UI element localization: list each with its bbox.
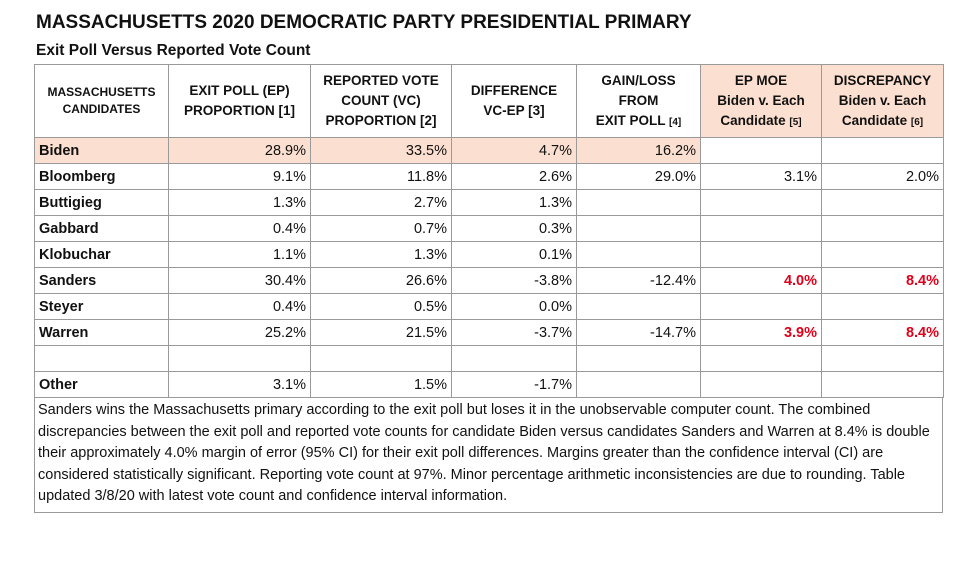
candidate-name: Sanders: [34, 267, 169, 294]
moe-cell: 3.9%: [700, 319, 822, 346]
ep-cell: 9.1%: [168, 163, 311, 190]
header-vote-count: REPORTED VOTE COUNT (VC) PROPORTION [2]: [310, 64, 452, 138]
gain-cell: [576, 293, 701, 320]
diff-cell: -3.7%: [451, 319, 577, 346]
results-table-container: MASSACHUSETTS CANDIDATES EXIT POLL (EP) …: [34, 64, 944, 513]
disc-cell: [821, 293, 944, 320]
moe-cell: [700, 293, 822, 320]
disc-cell: [821, 137, 944, 164]
candidate-name: Other: [34, 371, 169, 398]
gain-cell: [576, 371, 701, 398]
table-row-other: Other 3.1% 1.5% -1.7%: [34, 371, 944, 398]
moe-cell: [700, 371, 822, 398]
moe-cell: [700, 345, 822, 372]
vc-cell: 26.6%: [310, 267, 452, 294]
disc-cell: [821, 345, 944, 372]
disc-cell: [821, 241, 944, 268]
disc-cell: 8.4%: [821, 267, 944, 294]
vc-cell: 11.8%: [310, 163, 452, 190]
moe-cell: [700, 137, 822, 164]
header-gain-loss: GAIN/LOSS FROM EXIT POLL [4]: [576, 64, 701, 138]
diff-cell: 0.3%: [451, 215, 577, 242]
diff-cell: -1.7%: [451, 371, 577, 398]
candidate-name: [34, 345, 169, 372]
table-row-klobuchar: Klobuchar 1.1% 1.3% 0.1%: [34, 241, 944, 268]
moe-cell: [700, 189, 822, 216]
gain-cell: -14.7%: [576, 319, 701, 346]
diff-cell: 0.1%: [451, 241, 577, 268]
gain-cell: [576, 241, 701, 268]
ep-cell: 0.4%: [168, 215, 311, 242]
moe-cell: [700, 215, 822, 242]
header-exit-poll: EXIT POLL (EP) PROPORTION [1]: [168, 64, 311, 138]
ep-cell: 0.4%: [168, 293, 311, 320]
gain-cell: -12.4%: [576, 267, 701, 294]
table-row-sanders: Sanders 30.4% 26.6% -3.8% -12.4% 4.0% 8.…: [34, 267, 944, 294]
vc-cell: [310, 345, 452, 372]
diff-cell: [451, 345, 577, 372]
header-discrepancy: DISCREPANCY Biden v. Each Candidate [6]: [821, 64, 944, 138]
table-row-blank: [34, 345, 944, 372]
ep-cell: 3.1%: [168, 371, 311, 398]
vc-cell: 0.7%: [310, 215, 452, 242]
disc-cell: [821, 189, 944, 216]
ep-cell: [168, 345, 311, 372]
table-row-buttigieg: Buttigieg 1.3% 2.7% 1.3%: [34, 189, 944, 216]
ep-cell: 25.2%: [168, 319, 311, 346]
diff-cell: -3.8%: [451, 267, 577, 294]
table-row-biden: Biden 28.9% 33.5% 4.7% 16.2%: [34, 137, 944, 164]
vc-cell: 1.3%: [310, 241, 452, 268]
diff-cell: 1.3%: [451, 189, 577, 216]
page-subtitle: Exit Poll Versus Reported Vote Count: [36, 42, 311, 59]
diff-cell: 4.7%: [451, 137, 577, 164]
footnote-text: Sanders wins the Massachusetts primary a…: [34, 398, 943, 513]
gain-cell: 16.2%: [576, 137, 701, 164]
gain-cell: 29.0%: [576, 163, 701, 190]
disc-cell: 8.4%: [821, 319, 944, 346]
diff-cell: 0.0%: [451, 293, 577, 320]
table-row-gabbard: Gabbard 0.4% 0.7% 0.3%: [34, 215, 944, 242]
table-row-warren: Warren 25.2% 21.5% -3.7% -14.7% 3.9% 8.4…: [34, 319, 944, 346]
ep-cell: 28.9%: [168, 137, 311, 164]
candidate-name: Warren: [34, 319, 169, 346]
gain-cell: [576, 215, 701, 242]
candidate-name: Steyer: [34, 293, 169, 320]
table-row-bloomberg: Bloomberg 9.1% 11.8% 2.6% 29.0% 3.1% 2.0…: [34, 163, 944, 190]
moe-cell: [700, 241, 822, 268]
ep-cell: 1.1%: [168, 241, 311, 268]
disc-cell: [821, 215, 944, 242]
vc-cell: 2.7%: [310, 189, 452, 216]
diff-cell: 2.6%: [451, 163, 577, 190]
ep-cell: 30.4%: [168, 267, 311, 294]
header-row: MASSACHUSETTS CANDIDATES EXIT POLL (EP) …: [34, 64, 944, 138]
vc-cell: 0.5%: [310, 293, 452, 320]
candidate-name: Gabbard: [34, 215, 169, 242]
page-title: MASSACHUSETTS 2020 DEMOCRATIC PARTY PRES…: [36, 12, 692, 33]
candidate-name: Bloomberg: [34, 163, 169, 190]
results-table: MASSACHUSETTS CANDIDATES EXIT POLL (EP) …: [34, 64, 944, 398]
vc-cell: 33.5%: [310, 137, 452, 164]
candidate-name: Biden: [34, 137, 169, 164]
moe-cell: 3.1%: [700, 163, 822, 190]
disc-cell: 2.0%: [821, 163, 944, 190]
candidate-name: Buttigieg: [34, 189, 169, 216]
moe-cell: 4.0%: [700, 267, 822, 294]
gain-cell: [576, 189, 701, 216]
table-row-steyer: Steyer 0.4% 0.5% 0.0%: [34, 293, 944, 320]
vc-cell: 1.5%: [310, 371, 452, 398]
header-difference: DIFFERENCE VC-EP [3]: [451, 64, 577, 138]
header-candidates: MASSACHUSETTS CANDIDATES: [34, 64, 169, 138]
ep-cell: 1.3%: [168, 189, 311, 216]
gain-cell: [576, 345, 701, 372]
vc-cell: 21.5%: [310, 319, 452, 346]
disc-cell: [821, 371, 944, 398]
header-ep-moe: EP MOE Biden v. Each Candidate [5]: [700, 64, 822, 138]
candidate-name: Klobuchar: [34, 241, 169, 268]
